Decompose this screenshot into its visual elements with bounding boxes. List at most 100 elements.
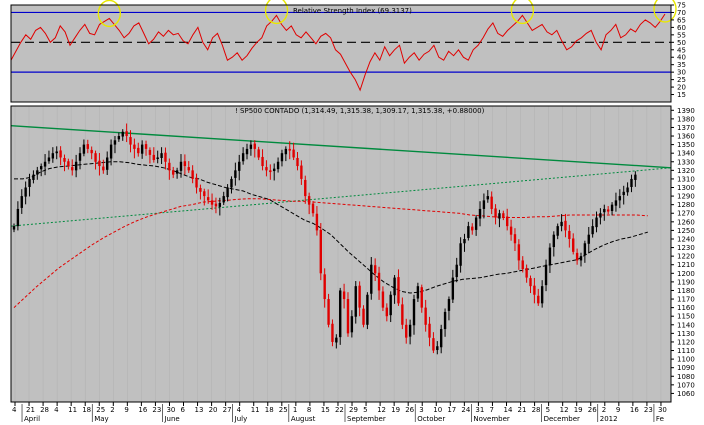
candle-body [292, 149, 295, 158]
price-tick-label: 1210 [677, 261, 695, 269]
candle-body [622, 191, 625, 196]
price-grid [14, 106, 662, 402]
candle-body [280, 153, 284, 162]
candle [606, 206, 610, 215]
month-axis: April May June July August September October No… [21, 404, 664, 423]
candle-body [548, 247, 552, 266]
candle-body [354, 286, 357, 317]
candle [319, 223, 322, 281]
candle-body [265, 167, 268, 171]
candle-body [381, 291, 385, 308]
candle-body [140, 144, 144, 154]
price-tick-label: 1260 [677, 218, 695, 226]
price-tick-label: 1180 [677, 287, 695, 295]
candle-body [471, 226, 474, 231]
candle-body [74, 161, 78, 171]
date-tick-label: 29 [349, 406, 358, 414]
candle [618, 189, 622, 209]
rsi-peak-highlights [97, 0, 677, 28]
candle [152, 147, 156, 163]
trendline-green-solid [10, 125, 672, 169]
candle [304, 175, 307, 204]
candle [249, 140, 253, 156]
candle [129, 130, 132, 153]
candle [591, 219, 594, 238]
candle [455, 257, 458, 283]
date-tick-label: 8 [307, 406, 311, 414]
month-label: September [347, 415, 386, 423]
rsi-tick-label: 50 [677, 39, 686, 47]
candle [47, 150, 51, 164]
rsi-tick-label: 75 [677, 2, 686, 10]
candle-body [214, 203, 218, 207]
date-tick-label: 11 [68, 406, 77, 414]
candle-body [463, 238, 466, 244]
candle-body [39, 166, 43, 170]
candle [222, 191, 225, 206]
trendline-green-dotted [10, 167, 672, 227]
date-tick-label: 31 [475, 406, 484, 414]
date-tick-label: 30 [658, 406, 667, 414]
rsi-tick-label: 20 [677, 84, 686, 92]
candle [39, 163, 43, 177]
candle-body [432, 338, 435, 351]
rsi-tick-label: 25 [677, 76, 686, 84]
candle-body [529, 278, 532, 287]
date-tick-label: 24 [461, 406, 470, 414]
candle-body [335, 337, 338, 343]
candle-body [16, 208, 20, 227]
candle-body [218, 202, 222, 207]
date-tick-label: 19 [391, 406, 400, 414]
candle [241, 147, 245, 165]
candle [261, 149, 264, 171]
candle [428, 316, 431, 347]
candle [311, 201, 315, 217]
date-tick-label: 1 [293, 406, 297, 414]
candle [63, 154, 66, 172]
candle [98, 153, 101, 176]
candle [490, 191, 493, 215]
candle [603, 204, 606, 221]
candle [634, 171, 637, 187]
month-label: November [473, 415, 510, 423]
candle [24, 181, 27, 205]
candle-body [311, 203, 315, 214]
candle [296, 151, 299, 171]
candle-body [572, 238, 575, 252]
price-panel-background [11, 106, 671, 402]
price-tick-label: 1270 [677, 210, 695, 218]
candle-body [148, 149, 152, 155]
candle-body [385, 307, 389, 317]
date-tick-label: 23 [644, 406, 653, 414]
candle-body [428, 323, 431, 338]
candle-body [568, 230, 571, 239]
candle [327, 293, 330, 328]
candle [362, 305, 365, 328]
candle-body [544, 264, 548, 286]
candle-body [67, 161, 70, 167]
candle [393, 275, 396, 304]
candle-body [272, 168, 276, 172]
candle [579, 252, 583, 267]
candle [315, 206, 319, 236]
candle-body [482, 200, 486, 209]
candle-body [284, 148, 288, 155]
candle [253, 140, 256, 158]
candle-body [474, 217, 478, 230]
candle-body [634, 174, 637, 180]
date-tick-label: 16 [630, 406, 639, 414]
candle-body [203, 191, 206, 197]
candle-body [210, 200, 214, 205]
price-tick-label: 1230 [677, 244, 695, 252]
candle [548, 243, 552, 273]
candle [179, 154, 183, 178]
candle-body [117, 136, 121, 140]
rsi-tick-label: 30 [677, 69, 686, 77]
date-tick-label: 2 [602, 406, 606, 414]
rsi-peak-highlight [653, 0, 677, 23]
candle-body [144, 144, 148, 149]
candle-body [451, 277, 455, 300]
candle-body [234, 170, 237, 178]
date-tick-label: 9 [124, 406, 128, 414]
candle-body [397, 277, 400, 304]
